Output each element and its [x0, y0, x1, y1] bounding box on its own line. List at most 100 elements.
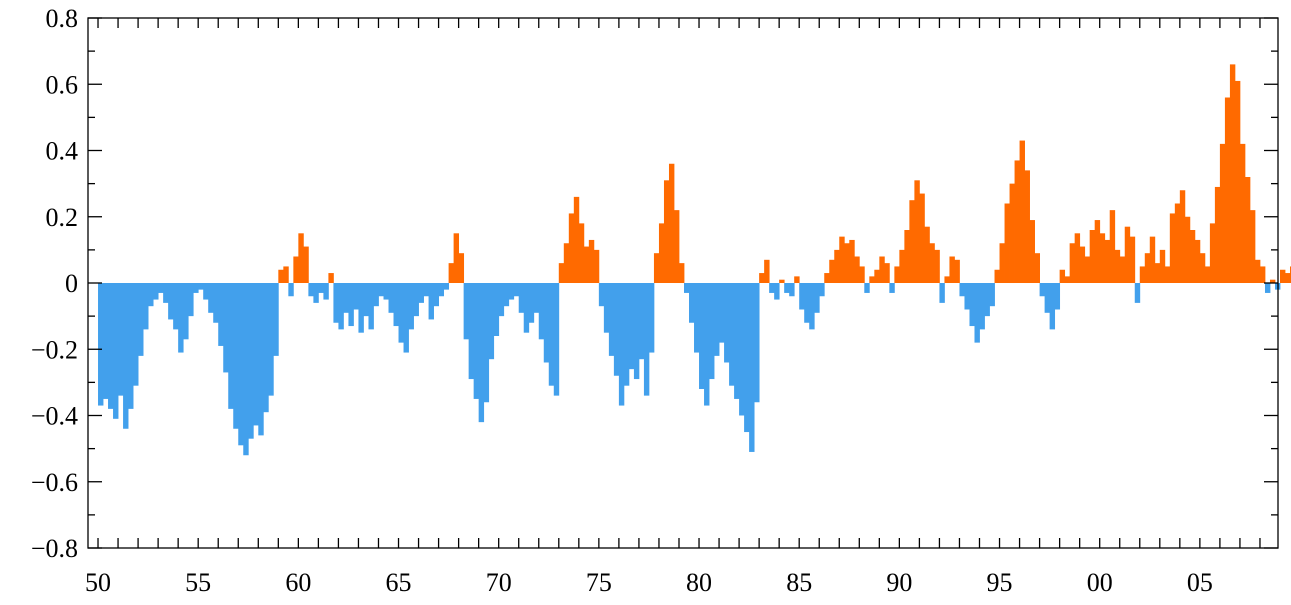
data-bar: [453, 233, 460, 283]
x-tick-label: 90: [886, 568, 912, 597]
data-bar: [333, 283, 339, 323]
data-bar: [1224, 97, 1231, 283]
x-tick-label: 00: [1087, 568, 1113, 597]
data-bar: [959, 283, 965, 297]
data-bar: [668, 163, 675, 283]
data-bar: [353, 283, 359, 310]
x-axis-ticks: 50 55 60 65 70 75 80 85 90 95 00 05: [85, 18, 1261, 597]
data-bar: [914, 180, 920, 283]
x-tick-label: 75: [586, 568, 612, 597]
data-bar: [313, 283, 319, 303]
data-bar: [648, 283, 655, 353]
data-bar: [1239, 143, 1246, 284]
data-bar: [1179, 190, 1186, 283]
data-bar: [128, 283, 134, 409]
data-bar: [784, 283, 790, 293]
data-bar: [338, 283, 344, 330]
data-bar: [969, 283, 975, 327]
data-bar: [1174, 203, 1181, 283]
data-bar: [113, 283, 119, 419]
data-bar: [1079, 246, 1086, 283]
data-bar: [378, 283, 384, 297]
data-bar: [744, 283, 750, 433]
data-bar: [553, 283, 560, 396]
data-bar: [163, 283, 169, 303]
data-bar: [1144, 253, 1151, 283]
data-bar: [608, 283, 615, 356]
data-bar: [138, 283, 144, 356]
data-bar: [308, 283, 314, 297]
data-bar: [1034, 253, 1040, 283]
data-bar: [1280, 269, 1286, 283]
data-bar: [1049, 283, 1056, 330]
y-tick-label: 0: [65, 269, 78, 298]
data-bar: [1209, 223, 1216, 283]
data-bar: [398, 283, 404, 343]
data-bar: [1204, 266, 1211, 283]
data-bar: [769, 283, 775, 293]
data-bar: [133, 283, 139, 386]
data-bar: [218, 283, 224, 346]
data-bar: [1169, 213, 1176, 283]
data-bar: [799, 283, 805, 310]
data-bar: [198, 283, 204, 290]
x-tick-label: 60: [285, 568, 311, 597]
data-bar: [1154, 263, 1161, 284]
data-bar: [874, 269, 880, 283]
data-bar: [493, 283, 500, 336]
y-axis-ticks: 0.8 0.6 0.4 0.2 0 −0.2 −0.4 −0.6 −0.8: [31, 4, 1278, 563]
data-bar: [578, 223, 585, 283]
data-bar: [143, 283, 149, 330]
data-bar: [243, 283, 249, 456]
data-bar: [203, 283, 209, 300]
data-bar: [363, 283, 369, 317]
data-bar: [238, 283, 244, 446]
data-bar: [103, 283, 109, 399]
data-bar: [1019, 140, 1025, 283]
data-bar: [523, 283, 530, 333]
data-bar: [278, 269, 284, 283]
x-tick-label: 65: [386, 568, 412, 597]
data-bar: [173, 283, 179, 330]
data-bar: [558, 263, 565, 284]
data-bar: [684, 283, 690, 293]
data-bar: [1259, 266, 1266, 283]
data-bar: [1059, 269, 1066, 283]
data-bar: [483, 283, 490, 403]
data-bar: [108, 283, 114, 409]
data-bar: [498, 283, 505, 317]
data-bar: [368, 283, 374, 330]
data-bar: [193, 283, 199, 293]
data-bar: [248, 283, 254, 439]
data-bar: [233, 283, 239, 429]
data-bar: [443, 283, 450, 290]
data-bar: [829, 259, 835, 283]
y-tick-label: −0.4: [31, 402, 78, 431]
data-bar: [1134, 283, 1141, 303]
data-bar: [628, 283, 635, 370]
bar-series: [98, 64, 1291, 456]
data-bar: [488, 283, 495, 360]
data-bar: [964, 283, 970, 310]
y-tick-label: −0.6: [31, 468, 78, 497]
data-bar: [1244, 177, 1251, 283]
data-bar: [1249, 210, 1256, 284]
data-bar: [1114, 249, 1121, 284]
data-bar: [1124, 226, 1131, 283]
data-bar: [1184, 216, 1191, 283]
data-bar: [779, 279, 785, 283]
data-bar: [393, 283, 399, 327]
data-bar: [1009, 183, 1015, 284]
data-bar: [899, 249, 905, 284]
data-bar: [413, 283, 419, 317]
data-bar: [1039, 283, 1046, 297]
data-bar: [1199, 253, 1206, 283]
data-bar: [1149, 236, 1156, 284]
y-tick-label: 0.2: [46, 203, 79, 232]
data-bar: [819, 283, 825, 297]
data-bar: [263, 283, 269, 413]
data-bar: [939, 283, 945, 303]
data-bar: [633, 283, 640, 380]
data-bar: [954, 259, 960, 283]
